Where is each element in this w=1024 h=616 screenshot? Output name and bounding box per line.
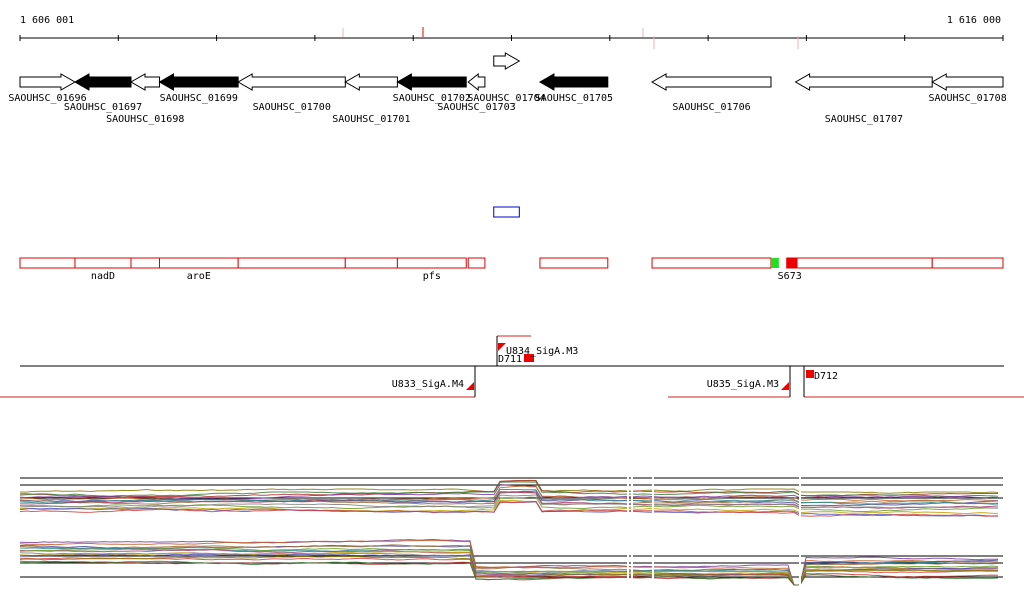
expression-profile-line — [19, 540, 999, 586]
transcript-label: D712 — [814, 371, 838, 382]
expression-profile-line — [19, 551, 999, 586]
promoter-flag — [466, 382, 474, 390]
expression-profile-line — [19, 544, 999, 586]
gene-label: SAOUHSC_01706 — [672, 102, 750, 113]
expression-profile-line — [19, 556, 998, 586]
gene-label: SAOUHSC_01701 — [332, 114, 410, 125]
gene-label: SAOUHSC_01702 — [393, 93, 471, 104]
gene-arrow — [396, 73, 467, 91]
operon-box — [159, 257, 239, 269]
gene-arrow — [794, 73, 933, 91]
promoter-flag — [781, 382, 789, 390]
ruler-end-label: 1 616 000 — [947, 15, 1001, 26]
gene-arrow — [237, 73, 346, 91]
gene-label: SAOUHSC_01697 — [64, 102, 142, 113]
expression-profile-line — [19, 485, 999, 502]
expression-gap — [627, 472, 629, 592]
terminator-box — [524, 354, 534, 362]
gene-label: SAOUHSC_01700 — [253, 102, 331, 113]
expression-gap — [652, 472, 654, 592]
expression-profile-line — [19, 484, 999, 501]
gene-label: SAOUHSC_01707 — [825, 114, 903, 125]
red-mark — [786, 258, 798, 268]
transcript-label: D711 — [498, 354, 522, 365]
expression-profile-line — [19, 481, 999, 498]
operon-track: nadD aroE pfs S673 — [19, 257, 1004, 282]
expression-profile-line — [19, 560, 999, 586]
gene-label: SAOUHSC_01708 — [928, 93, 1006, 104]
expression-gap — [799, 472, 801, 592]
expression-profile-line — [19, 500, 999, 517]
operon-box — [931, 257, 1004, 269]
green-mark — [770, 258, 779, 268]
expression-profile-line — [20, 479, 998, 498]
operon-box — [19, 257, 76, 269]
operon-box — [786, 257, 933, 269]
expression-profile-line — [19, 499, 998, 515]
expression-profile-line — [19, 489, 999, 505]
operon-box — [651, 257, 772, 269]
operon-label: S673 — [778, 271, 802, 282]
operon-box — [130, 257, 161, 269]
terminator-box — [806, 370, 814, 378]
blue-feature-box — [493, 206, 520, 218]
gene-arrow — [344, 73, 398, 91]
gene-label: SAOUHSC_01696 — [8, 93, 86, 104]
gene-arrow — [467, 72, 486, 92]
expression-gap — [631, 472, 633, 592]
expression-profile-line — [19, 496, 999, 512]
gene-arrow — [931, 73, 1004, 91]
operon-box — [539, 257, 609, 269]
ruler-start-label: 1 606 001 — [20, 15, 74, 26]
operon-box — [74, 257, 132, 269]
operon-label: nadD — [91, 271, 115, 282]
expression-profile-track — [19, 472, 1003, 592]
expression-profile-line — [19, 494, 999, 509]
gene-label: SAOUHSC_01705 — [535, 93, 613, 104]
operon-box — [344, 257, 398, 269]
operon-box — [396, 257, 467, 269]
operon-label: pfs — [423, 271, 441, 282]
gene-arrow — [19, 73, 76, 91]
gene-label: SAOUHSC_01703 — [437, 102, 515, 113]
transcript-label: U835_SigA.M3 — [707, 379, 779, 390]
operon-box — [237, 257, 346, 269]
gene-label: SAOUHSC_01699 — [160, 93, 238, 104]
coordinate-ruler: 1 606 001 1 616 000 — [19, 15, 1004, 49]
gene-arrow — [651, 73, 772, 91]
promoter-flag — [498, 343, 506, 351]
operon-box — [467, 257, 486, 269]
blue-feature-track — [493, 206, 520, 218]
operon-label: aroE — [187, 271, 211, 282]
gene-arrow — [158, 73, 239, 91]
gene-arrow — [493, 52, 521, 70]
gene-arrow — [538, 73, 609, 91]
gene-label: SAOUHSC_01704 — [467, 93, 545, 104]
transcript-label: U833_SigA.M4 — [392, 379, 464, 390]
transcript-label: U834_SigA.M3 — [506, 346, 578, 357]
gene-arrow — [73, 73, 132, 91]
gene-label: SAOUHSC_01698 — [106, 114, 184, 125]
gene-arrow — [129, 73, 161, 91]
